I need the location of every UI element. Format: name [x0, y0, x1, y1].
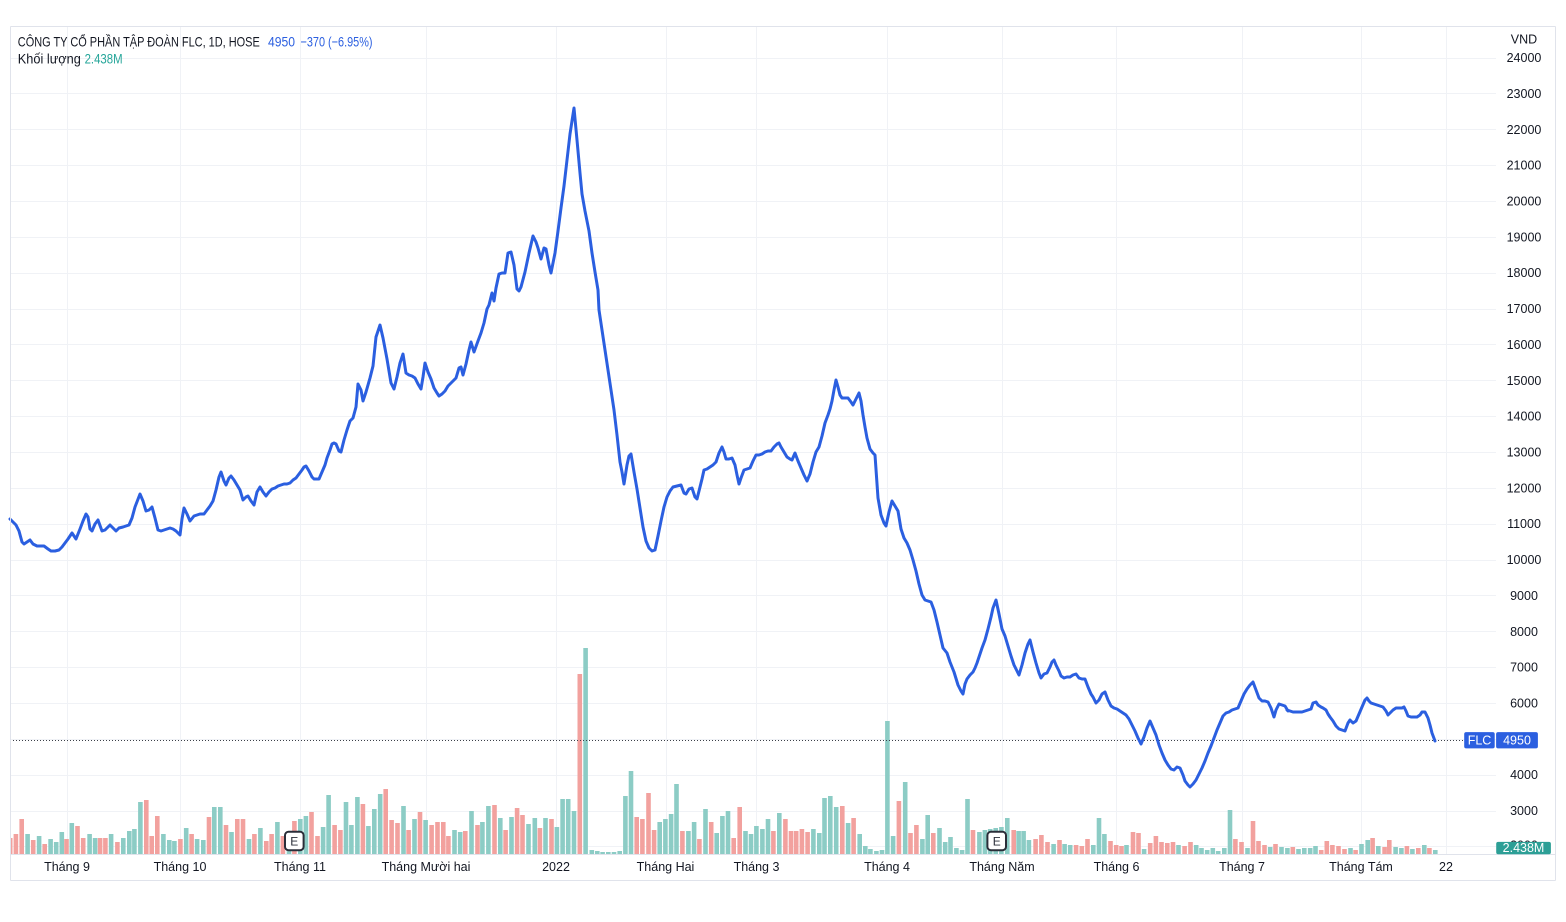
svg-text:23000: 23000: [1507, 87, 1542, 101]
svg-text:20000: 20000: [1507, 195, 1542, 209]
svg-text:Tháng 4: Tháng 4: [864, 860, 910, 874]
svg-text:22: 22: [1439, 860, 1453, 874]
svg-text:11000: 11000: [1507, 517, 1541, 531]
svg-text:E: E: [290, 835, 298, 849]
svg-text:4000: 4000: [1510, 768, 1538, 782]
svg-text:24000: 24000: [1507, 51, 1542, 65]
svg-text:17000: 17000: [1507, 302, 1542, 316]
svg-text:Tháng Năm: Tháng Năm: [969, 860, 1034, 874]
svg-text:8000: 8000: [1510, 625, 1538, 639]
svg-text:14000: 14000: [1507, 410, 1542, 424]
svg-text:12000: 12000: [1507, 481, 1542, 495]
svg-text:16000: 16000: [1507, 338, 1542, 352]
svg-text:Tháng 11: Tháng 11: [274, 860, 326, 874]
svg-text:Tháng 7: Tháng 7: [1219, 860, 1265, 874]
svg-text:18000: 18000: [1507, 266, 1542, 280]
svg-text:Tháng Hai: Tháng Hai: [637, 860, 695, 874]
svg-text:Khối lượng: Khối lượng: [18, 51, 81, 67]
svg-text:7000: 7000: [1510, 661, 1538, 675]
svg-text:Tháng 10: Tháng 10: [154, 860, 207, 874]
svg-text:2.438M: 2.438M: [85, 51, 123, 67]
svg-text:4950: 4950: [268, 33, 295, 49]
svg-text:9000: 9000: [1510, 589, 1538, 603]
svg-text:2.438M: 2.438M: [1503, 841, 1545, 855]
svg-text:VND: VND: [1511, 33, 1537, 47]
svg-text:2022: 2022: [542, 860, 570, 874]
svg-text:6000: 6000: [1510, 697, 1538, 711]
svg-text:−370 (−6.95%): −370 (−6.95%): [301, 33, 373, 49]
svg-text:Tháng 6: Tháng 6: [1094, 860, 1140, 874]
svg-text:13000: 13000: [1507, 446, 1542, 460]
svg-text:15000: 15000: [1507, 374, 1542, 388]
svg-text:FLC: FLC: [1468, 733, 1492, 747]
svg-text:Tháng Mười hai: Tháng Mười hai: [382, 860, 471, 874]
svg-text:21000: 21000: [1507, 159, 1542, 173]
svg-text:Tháng Tám: Tháng Tám: [1329, 860, 1393, 874]
svg-text:22000: 22000: [1507, 123, 1542, 137]
svg-text:CÔNG TY CỔ PHẦN TẬP ĐOÀN FLC,: CÔNG TY CỔ PHẦN TẬP ĐOÀN FLC, 1D, HOSE: [18, 32, 260, 49]
svg-text:3000: 3000: [1510, 804, 1538, 818]
svg-text:Tháng 3: Tháng 3: [734, 860, 780, 874]
svg-text:4950: 4950: [1503, 733, 1531, 747]
svg-text:Tháng 9: Tháng 9: [44, 860, 90, 874]
svg-text:19000: 19000: [1507, 230, 1542, 244]
svg-text:E: E: [993, 835, 1001, 849]
svg-text:10000: 10000: [1507, 553, 1542, 567]
